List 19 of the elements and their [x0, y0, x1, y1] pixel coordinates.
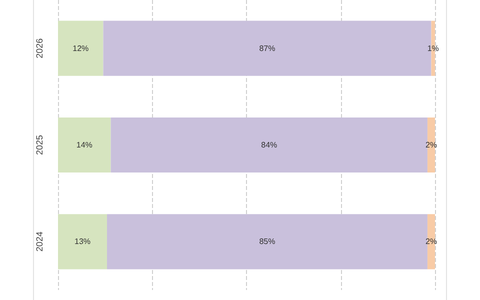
bar	[58, 214, 108, 270]
data-label: 2%	[425, 140, 438, 150]
y-tick-label: 2026	[34, 38, 44, 58]
bar	[110, 117, 428, 173]
bar	[58, 20, 104, 76]
data-label: 84%	[261, 140, 278, 150]
data-label: 2%	[425, 237, 438, 246]
bar	[427, 214, 435, 270]
data-label: 12%	[72, 44, 89, 53]
data-label: 87%	[259, 44, 276, 53]
bar	[427, 117, 435, 173]
data-label: 14%	[76, 140, 92, 150]
y-tick-label: 2025	[34, 134, 44, 156]
y-tick-label: 2024	[34, 232, 44, 252]
data-label: 1%	[427, 44, 439, 53]
bar	[107, 214, 428, 270]
data-label: 85%	[259, 237, 276, 246]
bar	[58, 117, 111, 173]
data-label: 13%	[74, 237, 91, 246]
